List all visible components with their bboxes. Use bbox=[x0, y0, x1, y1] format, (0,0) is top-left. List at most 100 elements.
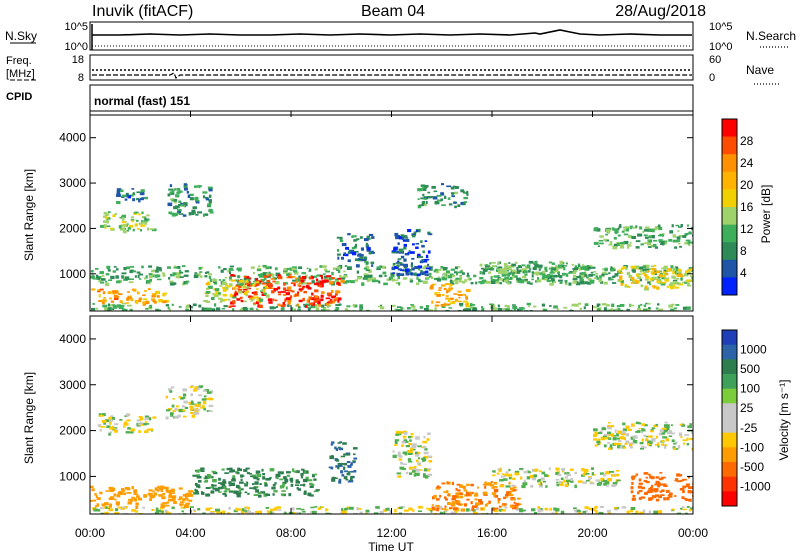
heatmap-cell bbox=[91, 307, 96, 311]
heatmap-cell bbox=[503, 262, 508, 266]
heatmap-cell bbox=[656, 286, 660, 290]
heatmap-cell bbox=[346, 266, 352, 270]
heatmap-cell bbox=[182, 405, 186, 408]
heatmap-cell bbox=[152, 490, 155, 493]
heatmap-cell bbox=[447, 299, 451, 302]
heatmap-cell bbox=[674, 495, 677, 497]
heatmap-cell bbox=[405, 270, 408, 273]
heatmap-cell bbox=[106, 425, 111, 428]
heatmap-cell bbox=[394, 439, 400, 442]
noise-left-tick-low: 10^0 bbox=[64, 41, 88, 53]
heatmap-cell bbox=[459, 278, 462, 281]
heatmap-cell bbox=[243, 277, 248, 281]
heatmap-cell bbox=[482, 491, 488, 495]
heatmap-cell bbox=[647, 490, 651, 494]
heatmap-cell bbox=[459, 484, 463, 488]
heatmap-cell bbox=[418, 278, 421, 282]
heatmap-cell bbox=[366, 249, 371, 252]
heatmap-cell bbox=[457, 266, 461, 268]
heatmap-cell bbox=[682, 235, 687, 238]
heatmap-cell bbox=[507, 282, 510, 285]
heatmap-cell bbox=[593, 241, 599, 245]
heatmap-cell bbox=[624, 285, 630, 288]
heatmap-cell bbox=[539, 272, 545, 275]
heatmap-cell bbox=[311, 292, 314, 296]
heatmap-cell bbox=[513, 308, 516, 311]
heatmap-cell bbox=[589, 265, 593, 268]
heatmap-cell bbox=[446, 481, 449, 483]
heatmap-cell bbox=[441, 482, 446, 485]
heatmap-cell bbox=[313, 275, 317, 278]
heatmap-cell bbox=[482, 483, 488, 486]
heatmap-cell bbox=[136, 271, 141, 274]
heatmap-cell bbox=[612, 246, 618, 250]
heatmap-cell bbox=[153, 300, 157, 304]
heatmap-cell bbox=[660, 282, 666, 286]
heatmap-cell bbox=[194, 196, 199, 200]
heatmap-cell bbox=[211, 296, 215, 300]
heatmap-cell bbox=[416, 282, 420, 286]
heatmap-cell bbox=[611, 484, 616, 487]
heatmap-cell bbox=[187, 194, 191, 198]
heatmap-cell bbox=[277, 471, 282, 474]
heatmap-cell bbox=[658, 432, 663, 436]
heatmap-cell bbox=[502, 505, 506, 507]
heatmap-cell bbox=[629, 225, 633, 228]
heatmap-cell bbox=[342, 510, 347, 514]
heatmap-cell bbox=[617, 242, 621, 246]
heatmap-cell bbox=[654, 269, 657, 273]
heatmap-cell bbox=[218, 279, 221, 281]
freq-right-tick-high: 60 bbox=[709, 54, 721, 66]
heatmap-cell bbox=[97, 290, 101, 293]
x-axis-label: Time UT bbox=[368, 540, 414, 554]
heatmap-cell bbox=[179, 271, 184, 274]
heatmap-cell bbox=[396, 234, 400, 238]
heatmap-cell bbox=[103, 421, 107, 425]
heatmap-cell bbox=[451, 481, 454, 486]
heatmap-cell bbox=[229, 269, 234, 271]
colorbar-tick-label: -100 bbox=[740, 440, 764, 454]
heatmap-cell bbox=[454, 266, 458, 270]
heatmap-cell bbox=[676, 238, 681, 242]
heatmap-cell bbox=[693, 506, 697, 508]
heatmap-cell bbox=[620, 241, 625, 245]
heatmap-cell bbox=[458, 280, 463, 283]
heatmap-cell bbox=[311, 280, 315, 284]
heatmap-cell bbox=[651, 285, 657, 287]
heatmap-cell bbox=[459, 495, 464, 499]
heatmap-cell bbox=[183, 274, 189, 277]
heatmap-cell bbox=[586, 479, 590, 482]
heatmap-cell bbox=[640, 243, 644, 246]
heatmap-cell bbox=[145, 423, 149, 425]
heatmap-cell bbox=[425, 276, 431, 279]
heatmap-cell bbox=[660, 494, 665, 496]
heatmap-cell bbox=[307, 288, 312, 290]
heatmap-cell bbox=[289, 477, 294, 481]
heatmap-cell bbox=[653, 510, 659, 514]
heatmap-cell bbox=[575, 303, 579, 307]
heatmap-cell bbox=[306, 282, 312, 285]
heatmap-cell bbox=[645, 279, 649, 281]
heatmap-cell bbox=[189, 402, 194, 405]
heatmap-cell bbox=[280, 307, 285, 311]
heatmap-cell bbox=[152, 299, 156, 303]
colorbar-swatch bbox=[722, 344, 737, 360]
heatmap-cell bbox=[574, 509, 580, 513]
heatmap-cell bbox=[494, 494, 499, 498]
heatmap-cell bbox=[466, 483, 470, 487]
heatmap-cell bbox=[114, 212, 117, 216]
heatmap-cell bbox=[186, 498, 189, 501]
heatmap-cell bbox=[173, 265, 177, 268]
heatmap-cell bbox=[401, 237, 405, 241]
heatmap-cell bbox=[614, 230, 618, 235]
heatmap-cell bbox=[209, 486, 213, 489]
heatmap-cell bbox=[463, 196, 468, 200]
heatmap-cell bbox=[356, 507, 359, 511]
heatmap-cell bbox=[317, 507, 321, 510]
heatmap-cell bbox=[360, 255, 364, 258]
heatmap-cell bbox=[454, 191, 459, 194]
heatmap-cell bbox=[618, 269, 621, 273]
heatmap-cell bbox=[669, 492, 673, 496]
heatmap-cell bbox=[160, 510, 164, 513]
heatmap-cell bbox=[666, 285, 669, 288]
